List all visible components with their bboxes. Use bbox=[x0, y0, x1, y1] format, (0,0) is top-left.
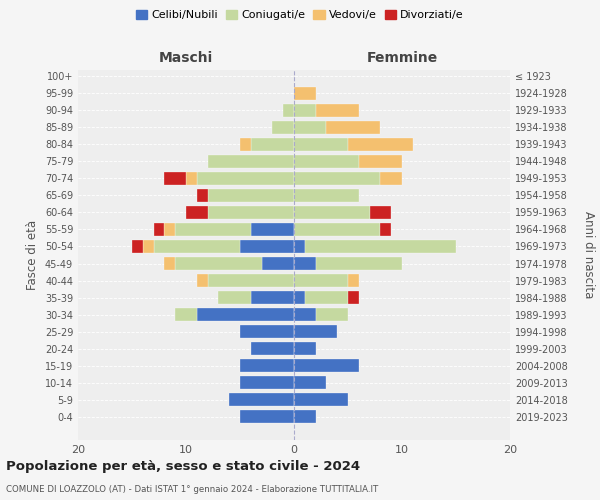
Bar bbox=[240, 376, 294, 389]
Bar bbox=[316, 257, 402, 270]
Y-axis label: Anni di nascita: Anni di nascita bbox=[581, 212, 595, 298]
Bar bbox=[197, 189, 208, 202]
Bar bbox=[272, 121, 294, 134]
Bar bbox=[208, 274, 294, 287]
Legend: Celibi/Nubili, Coniugati/e, Vedovi/e, Divorziati/e: Celibi/Nubili, Coniugati/e, Vedovi/e, Di… bbox=[132, 6, 468, 25]
Bar bbox=[283, 104, 294, 117]
Bar bbox=[240, 325, 294, 338]
Bar bbox=[294, 121, 326, 134]
Bar bbox=[294, 87, 316, 100]
Bar bbox=[294, 342, 316, 355]
Bar bbox=[262, 257, 294, 270]
Bar bbox=[380, 223, 391, 236]
Bar bbox=[218, 291, 251, 304]
Bar bbox=[294, 138, 348, 151]
Bar bbox=[370, 206, 391, 219]
Bar bbox=[197, 308, 294, 321]
Bar bbox=[294, 223, 380, 236]
Bar bbox=[294, 410, 316, 423]
Bar bbox=[294, 359, 359, 372]
Bar bbox=[197, 172, 294, 185]
Bar bbox=[132, 240, 143, 253]
Text: COMUNE DI LOAZZOLO (AT) - Dati ISTAT 1° gennaio 2024 - Elaborazione TUTTITALIA.I: COMUNE DI LOAZZOLO (AT) - Dati ISTAT 1° … bbox=[6, 485, 378, 494]
Bar bbox=[197, 274, 208, 287]
Bar bbox=[326, 121, 380, 134]
Bar bbox=[251, 291, 294, 304]
Y-axis label: Fasce di età: Fasce di età bbox=[26, 220, 39, 290]
Bar bbox=[294, 155, 359, 168]
Bar bbox=[294, 189, 359, 202]
Bar bbox=[294, 308, 316, 321]
Bar bbox=[294, 393, 348, 406]
Bar bbox=[175, 308, 197, 321]
Bar bbox=[240, 359, 294, 372]
Text: Popolazione per età, sesso e stato civile - 2024: Popolazione per età, sesso e stato civil… bbox=[6, 460, 360, 473]
Bar bbox=[154, 223, 164, 236]
Bar bbox=[186, 206, 208, 219]
Bar bbox=[305, 240, 456, 253]
Text: Femmine: Femmine bbox=[367, 51, 437, 65]
Bar bbox=[251, 223, 294, 236]
Bar bbox=[229, 393, 294, 406]
Bar bbox=[175, 223, 251, 236]
Bar bbox=[359, 155, 402, 168]
Text: Maschi: Maschi bbox=[159, 51, 213, 65]
Bar bbox=[164, 257, 175, 270]
Bar bbox=[294, 240, 305, 253]
Bar bbox=[294, 325, 337, 338]
Bar bbox=[316, 308, 348, 321]
Bar bbox=[164, 172, 186, 185]
Bar bbox=[208, 155, 294, 168]
Bar bbox=[251, 138, 294, 151]
Bar bbox=[348, 138, 413, 151]
Bar bbox=[294, 172, 380, 185]
Bar bbox=[294, 291, 305, 304]
Bar bbox=[208, 206, 294, 219]
Bar bbox=[240, 240, 294, 253]
Bar bbox=[305, 291, 348, 304]
Bar bbox=[294, 274, 348, 287]
Bar bbox=[348, 274, 359, 287]
Bar bbox=[154, 240, 240, 253]
Bar bbox=[294, 206, 370, 219]
Bar bbox=[294, 257, 316, 270]
Bar bbox=[251, 342, 294, 355]
Bar bbox=[186, 172, 197, 185]
Bar bbox=[380, 172, 402, 185]
Bar bbox=[164, 223, 175, 236]
Bar bbox=[348, 291, 359, 304]
Bar bbox=[143, 240, 154, 253]
Bar bbox=[240, 138, 251, 151]
Bar bbox=[240, 410, 294, 423]
Bar bbox=[294, 376, 326, 389]
Bar bbox=[316, 104, 359, 117]
Bar bbox=[294, 104, 316, 117]
Bar bbox=[208, 189, 294, 202]
Bar bbox=[175, 257, 262, 270]
